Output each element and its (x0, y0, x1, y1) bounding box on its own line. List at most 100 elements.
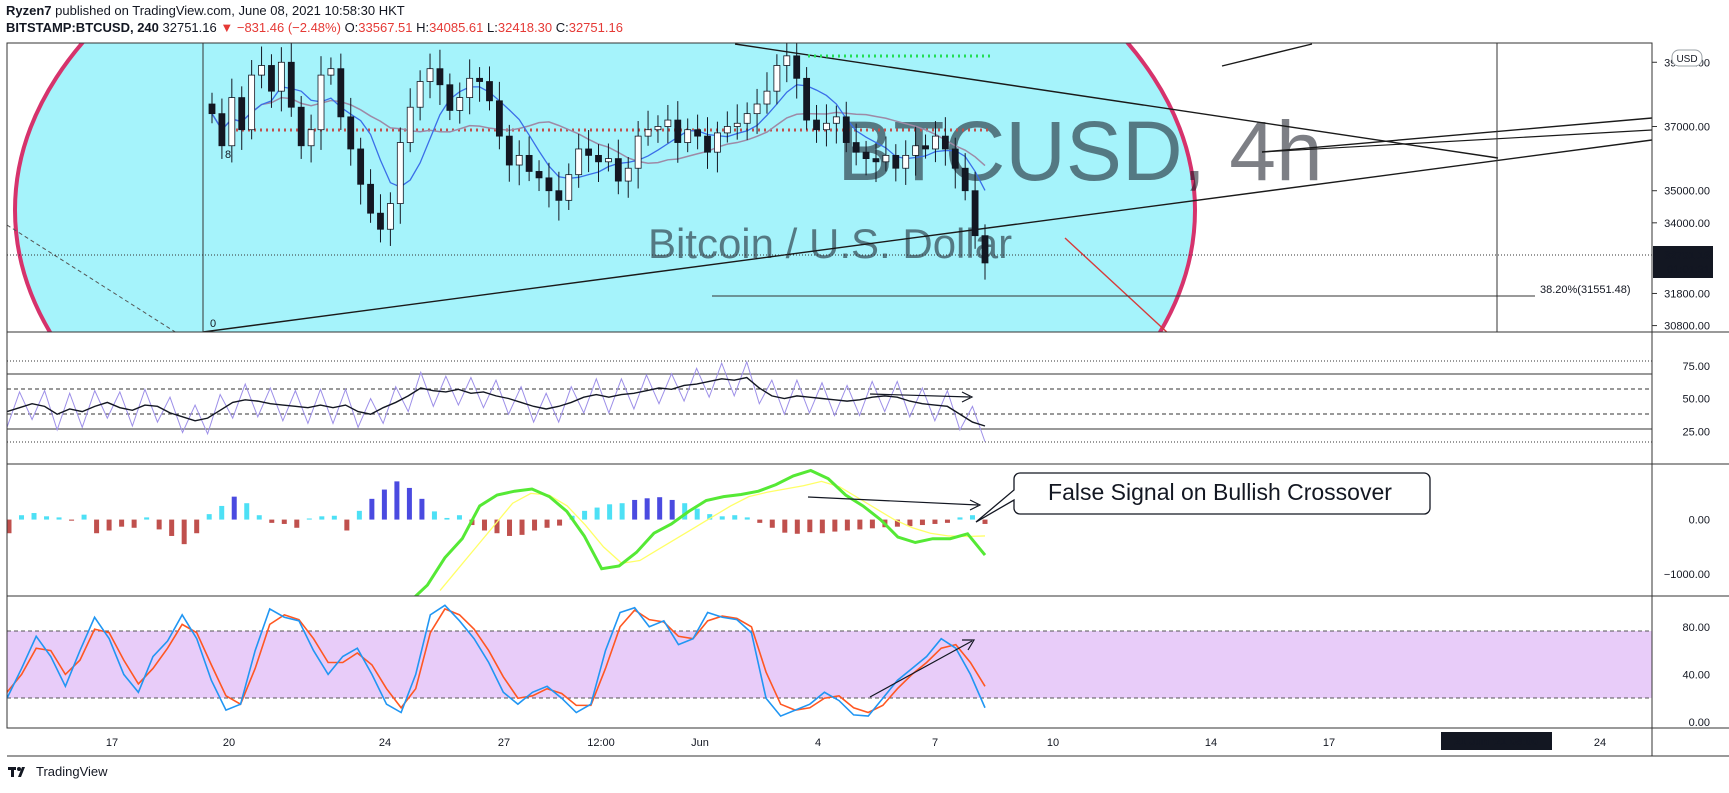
macd-bar (832, 519, 838, 532)
rsi-divergence-arrow[interactable] (869, 393, 971, 398)
macd-bar (331, 515, 337, 520)
candle-body (525, 154, 533, 172)
time-tick-label: 27 (498, 737, 510, 749)
watermark-name: Bitcoin / U.S. Dollar (648, 220, 1012, 267)
macd-bar (7, 519, 12, 534)
macd-pane[interactable] (7, 468, 988, 601)
descending-trend-line[interactable] (734, 43, 1499, 159)
macd-bar (582, 510, 588, 520)
price-axis[interactable]: 30800.00 31800.00 34000.00 35000.00 37000.00… (1652, 57, 1710, 729)
upper-channel-line-2[interactable] (1261, 129, 1652, 153)
author-name[interactable]: Ryzen7 (6, 3, 52, 18)
rsi-tick-label: 25.00 (1682, 426, 1710, 438)
stoch-tick-label: 40.00 (1682, 669, 1710, 681)
candle-body (872, 158, 880, 163)
high-value: 34085.61 (429, 20, 484, 35)
candle-body (575, 148, 583, 176)
macd-bar (619, 503, 625, 520)
candle-body (634, 135, 642, 169)
time-tick-label: 20 (223, 737, 235, 749)
macd-bar (269, 519, 275, 523)
currency-badge[interactable] (1671, 49, 1703, 67)
stoch-pane[interactable] (7, 604, 1652, 718)
candle-body (743, 113, 751, 124)
candle-body (714, 132, 721, 153)
macd-bar (219, 505, 225, 520)
rsi-tick-label: 50.00 (1682, 394, 1710, 406)
macd-bar (757, 519, 763, 523)
rsi-pane[interactable] (7, 360, 1652, 443)
stoch-tick-label: 80.00 (1682, 622, 1710, 634)
candle-body (922, 145, 929, 150)
price-tick-label: 31800.00 (1664, 288, 1710, 300)
ascending-trend-line[interactable] (202, 139, 1652, 332)
candle-body (396, 142, 404, 204)
macd-bar (844, 519, 850, 531)
price-tag-price: 32751.16 (1664, 250, 1710, 262)
candle-body (555, 190, 563, 201)
candle-body (763, 90, 771, 105)
annotation-text: False Signal on Bullish Crossover (1048, 479, 1392, 505)
candle-body (228, 97, 236, 147)
publish-info: published on TradingView.com, June 08, 2… (55, 3, 405, 18)
macd-bar (306, 518, 312, 520)
macd-bar (982, 519, 988, 524)
macd-bar (19, 515, 25, 520)
candle-body (456, 97, 464, 111)
macd-divergence-arrow[interactable] (807, 496, 979, 506)
macd-bar (682, 503, 688, 520)
macd-bar (256, 515, 262, 520)
red-projection-line[interactable] (1064, 237, 1170, 335)
candle-body (803, 77, 811, 121)
candle-body (406, 106, 414, 143)
macd-signal-line (439, 480, 986, 591)
macd-bar (769, 519, 775, 528)
candle-body (466, 77, 474, 98)
time-axis[interactable]: 17 20 24 27 12:00 Jun 4 7 10 14 17 24 (106, 737, 1606, 749)
footer-brand[interactable]: TradingView (8, 764, 108, 779)
macd-bar (144, 517, 150, 520)
last-price: 32751.16 (162, 20, 217, 35)
candle-body (912, 145, 920, 156)
fib-label: 38.20%(31551.48) (1540, 284, 1631, 296)
high-label: H: (416, 20, 430, 35)
candle-body (426, 68, 434, 82)
macd-bar (969, 515, 975, 520)
macd-bar (544, 519, 550, 528)
macd-bar (356, 510, 362, 520)
footer-brand-label: TradingView (36, 764, 108, 779)
candle-body (377, 212, 384, 230)
fib-fan-circle[interactable] (13, 0, 1197, 570)
macd-bar (507, 519, 513, 536)
macd-bar (281, 519, 287, 524)
macd-bar (69, 519, 75, 521)
macd-bar (244, 503, 250, 520)
time-tick-label: 17 (106, 737, 118, 749)
stoch-divergence-arrow[interactable] (869, 640, 973, 698)
macd-bar (44, 516, 50, 520)
fib-zero-label: 0 (210, 318, 216, 330)
candle-body (684, 129, 692, 143)
candle-body (614, 158, 622, 182)
macd-bar (131, 519, 137, 528)
candle-body (941, 135, 949, 150)
price-pane[interactable]: BTCUSD, 4h Bitcoin / U.S. Dollar 8 0 38.… (7, 0, 1652, 570)
candle-body (268, 65, 275, 92)
upper-channel-line[interactable] (1261, 117, 1652, 153)
candlesticks[interactable] (208, 37, 989, 280)
macd-bar (431, 511, 437, 520)
macd-bar (406, 487, 412, 520)
candle-body (823, 122, 830, 131)
macd-bar (319, 516, 325, 520)
macd-bar (481, 519, 487, 531)
dashed-trend-line[interactable] (7, 224, 180, 335)
macd-bar (156, 519, 162, 530)
annotation-callout[interactable]: False Signal on Bullish Crossover (975, 472, 1431, 523)
short-trend-line[interactable] (1221, 43, 1313, 67)
macd-bar (644, 498, 650, 520)
macd-bar (206, 514, 212, 520)
time-tick-label: 24 (1594, 737, 1606, 749)
price-tick-label: 30800.00 (1664, 321, 1710, 333)
candle-body (981, 235, 989, 264)
